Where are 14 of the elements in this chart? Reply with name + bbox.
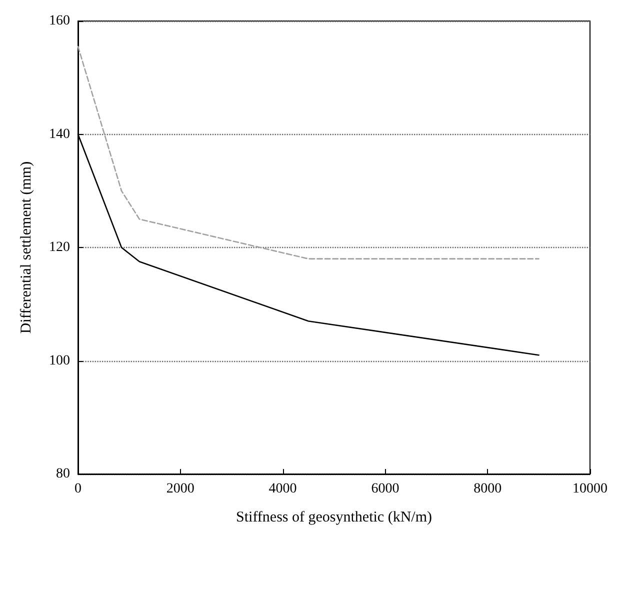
- x-tick-label: 2000: [166, 482, 194, 496]
- x-tick-label: 6000: [371, 482, 400, 496]
- y-tick-label: 80: [56, 466, 70, 482]
- y-tick-label: 140: [49, 126, 70, 142]
- y-tick-label: 160: [49, 14, 70, 28]
- x-tick-label: 0: [74, 482, 82, 496]
- x-tick-label: 10000: [572, 482, 608, 496]
- line-series: [77, 46, 540, 260]
- x-axis-title: Stiffness of geosynthetic (kN/m): [236, 510, 432, 526]
- x-tick-label: 4000: [268, 482, 297, 496]
- y-tick-label: 100: [49, 353, 70, 368]
- y-axis-title: Differential settlement (mm): [18, 161, 34, 334]
- y-tick-label: 120: [49, 240, 70, 255]
- x-tick-label: 8000: [474, 482, 502, 496]
